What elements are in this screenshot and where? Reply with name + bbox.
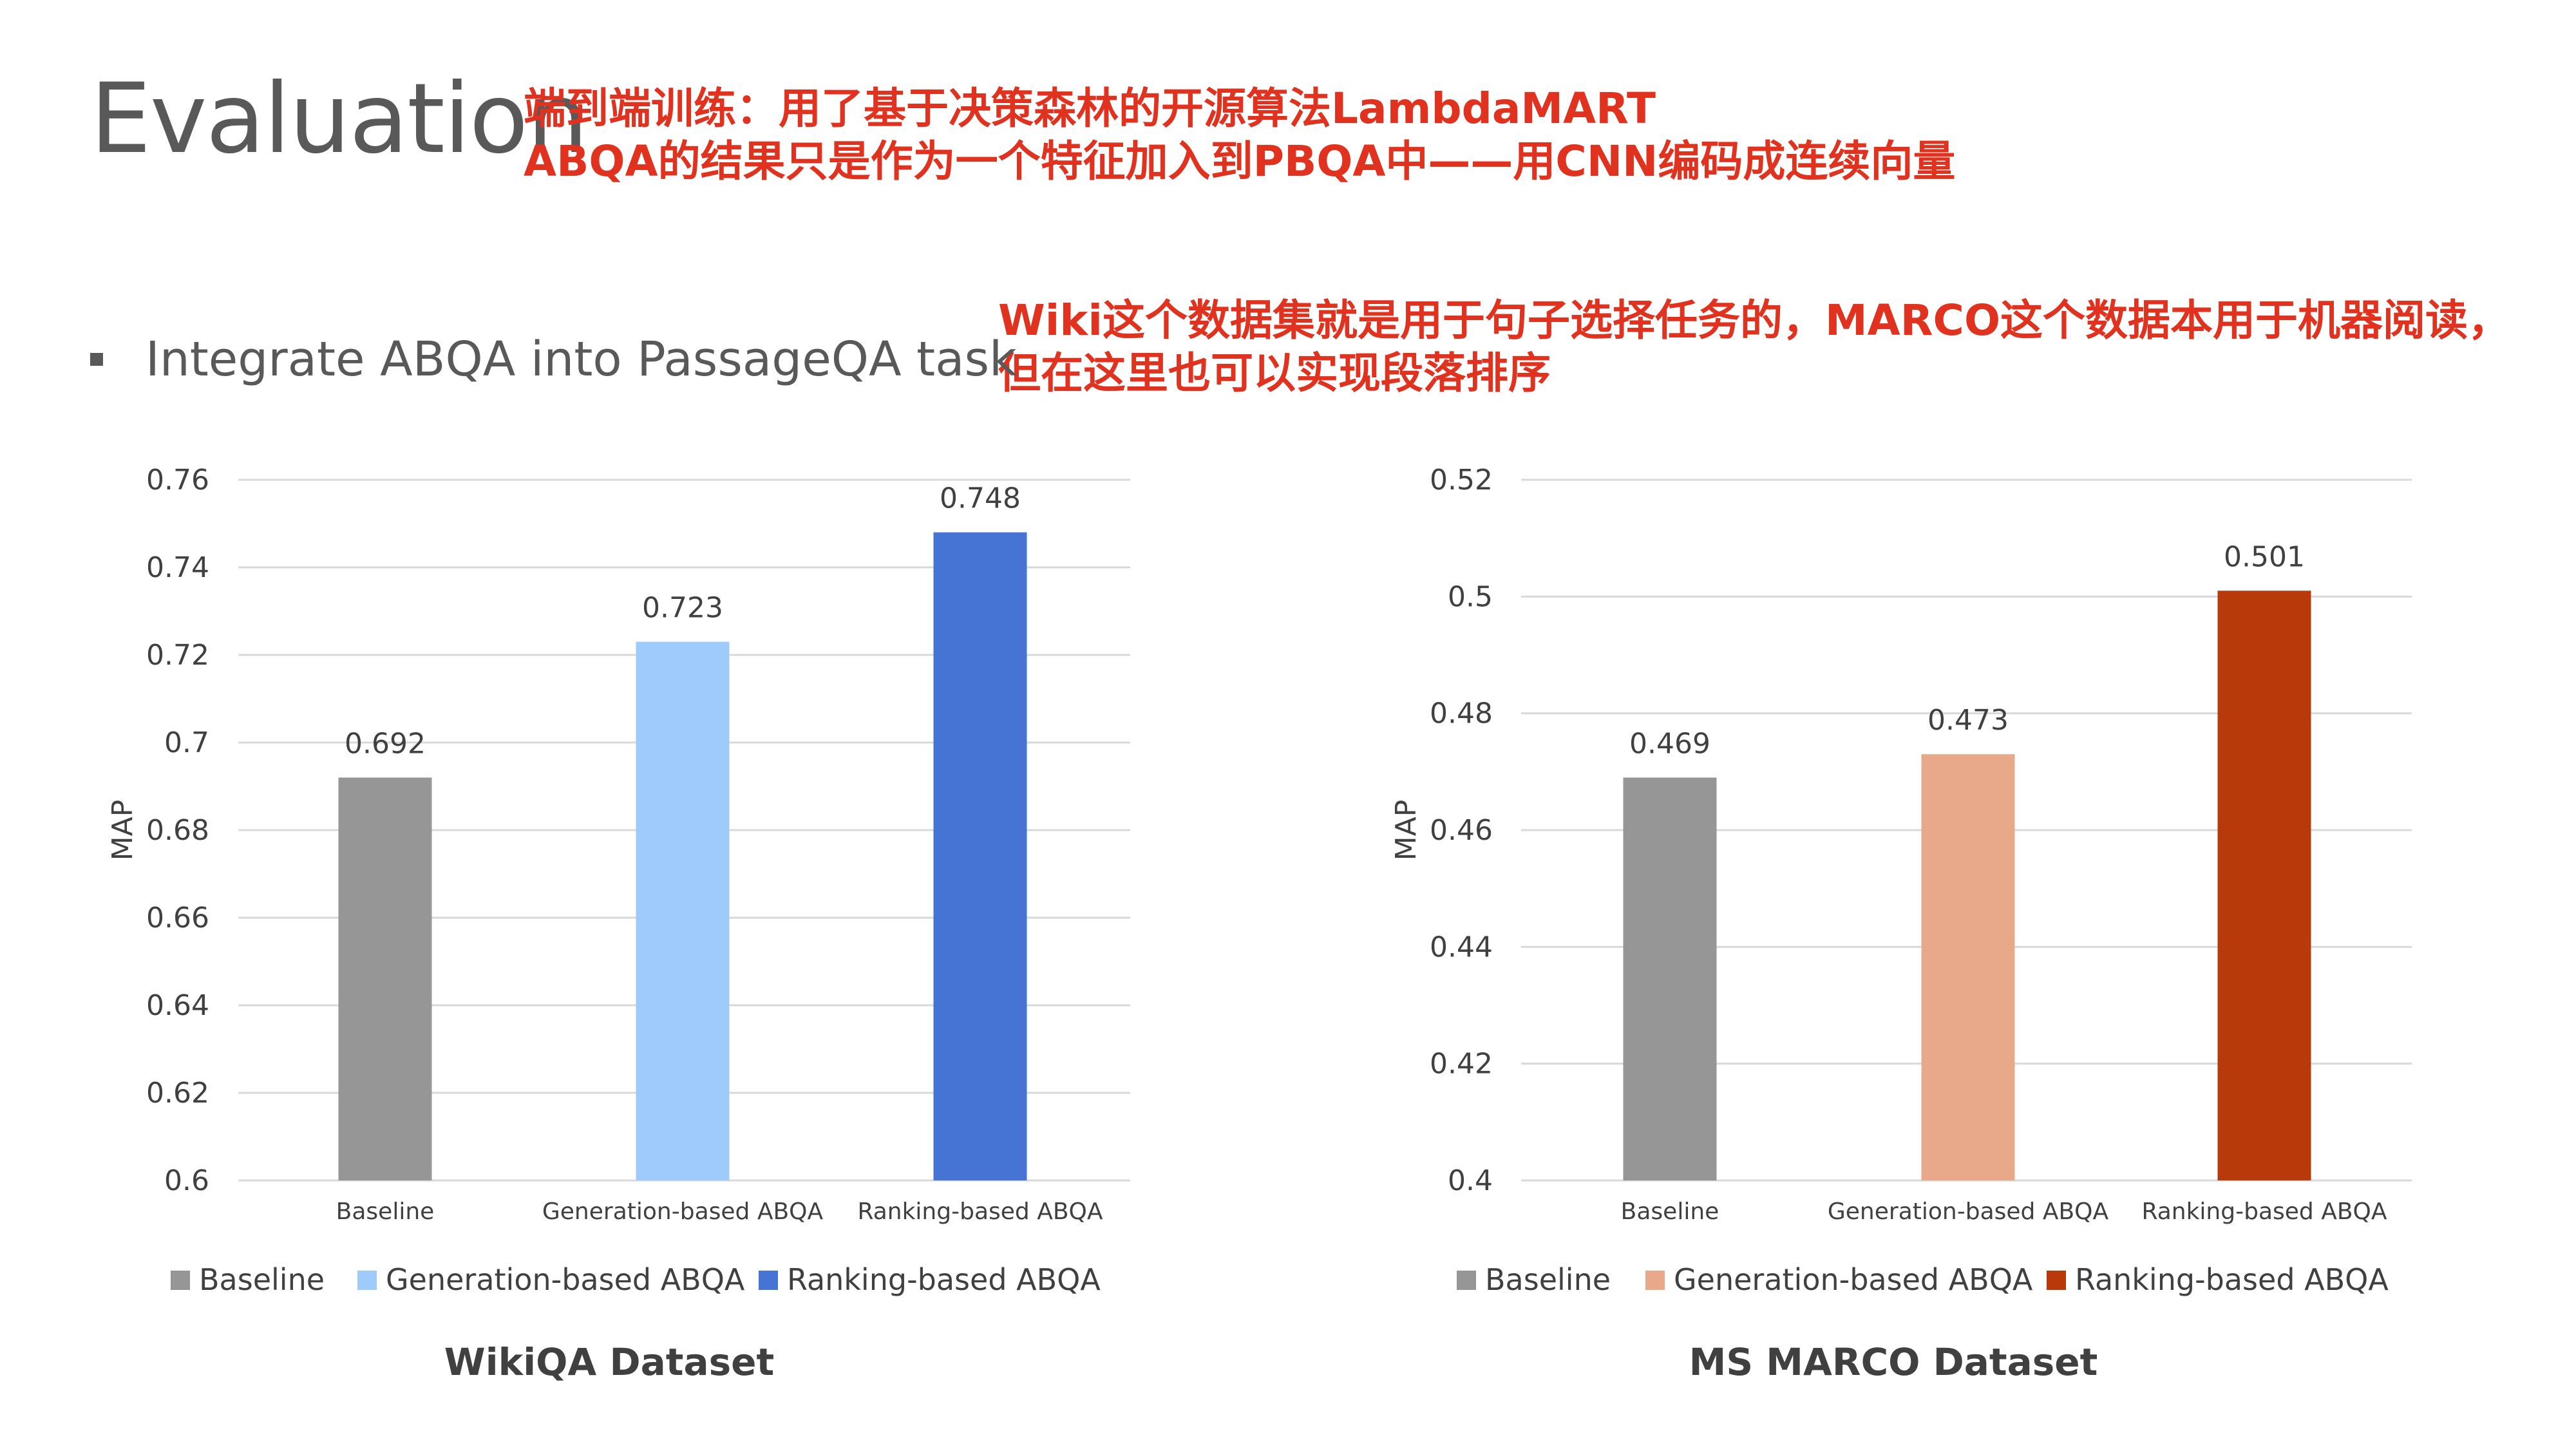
- chart2-legend-label-1: Baseline: [1485, 1262, 1611, 1297]
- chart2-category-label-3: Ranking-based ABQA: [2141, 1198, 2387, 1225]
- chart2-bar-1: [1623, 777, 1717, 1180]
- annotation-mid: Wiki这个数据集就是用于句子选择任务的，MARCO这个数据本用于机器阅读， 但…: [998, 294, 2510, 400]
- chart2-bar-3: [2217, 591, 2311, 1180]
- chart2-data-label-1: 0.469: [1629, 727, 1710, 760]
- chart1-legend-label-1: Baseline: [199, 1262, 325, 1297]
- chart1-category-label-3: Ranking-based ABQA: [857, 1198, 1103, 1225]
- chart1-category-label-2: Generation-based ABQA: [542, 1198, 824, 1225]
- chart2-legend-label-3: Ranking-based ABQA: [2075, 1262, 2389, 1297]
- chart2-y-tick-label: 0.42: [1430, 1048, 1493, 1081]
- chart2-data-label-3: 0.501: [2224, 540, 2305, 573]
- chart2-legend-swatch-2: [1645, 1271, 1665, 1290]
- bullet-text: Integrate ABQA into PassageQA task: [146, 332, 1017, 387]
- chart2-bar-2: [1921, 754, 2015, 1180]
- chart1-bar-1: [338, 777, 432, 1180]
- chart2-legend-swatch-1: [1457, 1271, 1476, 1290]
- chart1-y-tick-label: 0.62: [146, 1077, 209, 1110]
- chart2-title: MS MARCO Dataset: [1689, 1340, 2098, 1384]
- chart1-y-tick-label: 0.74: [146, 551, 209, 584]
- annotation-mid-line-2: 但在这里也可以实现段落排序: [998, 348, 1551, 398]
- chart2-y-axis-label: MAP: [1390, 800, 1423, 861]
- chart1-category-label-1: Baseline: [336, 1198, 435, 1225]
- chart1-bar-2: [636, 641, 730, 1180]
- chart2-y-tick-label: 0.52: [1430, 464, 1493, 497]
- chart1-legend-label-2: Generation-based ABQA: [386, 1262, 745, 1297]
- chart1-bar-3: [933, 532, 1027, 1180]
- chart1-data-label-3: 0.748: [940, 482, 1021, 515]
- chart2-y-tick-label: 0.44: [1430, 931, 1493, 963]
- slide-title: Evaluation: [90, 63, 588, 175]
- annotation-top-line-1: 端到端训练：用了基于决策森林的开源算法LambdaMART: [524, 84, 1656, 133]
- chart1-y-tick-label: 0.7: [164, 726, 209, 759]
- chart1-legend-swatch-3: [759, 1271, 778, 1290]
- chart2-y-tick-label: 0.4: [1448, 1164, 1493, 1197]
- chart2-data-label-2: 0.473: [1927, 704, 2009, 737]
- chart2-legend-label-2: Generation-based ABQA: [1674, 1262, 2033, 1297]
- chart1-y-tick-label: 0.64: [146, 989, 209, 1022]
- annotation-mid-line-1: Wiki这个数据集就是用于句子选择任务的，MARCO这个数据本用于机器阅读，: [998, 296, 2511, 345]
- chart2-legend-swatch-3: [2047, 1271, 2066, 1290]
- chart1-y-tick-label: 0.68: [146, 814, 209, 847]
- chart1-data-label-2: 0.723: [642, 592, 723, 625]
- bullet-square-icon: [90, 353, 103, 366]
- chart2-y-tick-label: 0.48: [1430, 697, 1493, 730]
- chart1-y-axis-label: MAP: [106, 800, 139, 861]
- chart2-category-label-2: Generation-based ABQA: [1828, 1198, 2109, 1225]
- chart2-y-tick-label: 0.5: [1448, 580, 1493, 613]
- chart1-legend-swatch-1: [171, 1271, 190, 1290]
- chart1-y-tick-label: 0.66: [146, 902, 209, 934]
- chart1-data-label-1: 0.692: [345, 727, 426, 760]
- bullet-point: Integrate ABQA into PassageQA task: [90, 332, 1017, 387]
- annotation-top-line-2: ABQA的结果只是作为一个特征加入到PBQA中——用CNN编码成连续向量: [524, 137, 1956, 186]
- chart1-y-tick-label: 0.6: [164, 1164, 209, 1197]
- chart1-title: WikiQA Dataset: [444, 1340, 774, 1384]
- chart1-legend-swatch-2: [357, 1271, 377, 1290]
- chart1-y-tick-label: 0.72: [146, 639, 209, 672]
- chart1-legend-label-3: Ranking-based ABQA: [787, 1262, 1101, 1297]
- chart2-category-label-1: Baseline: [1621, 1198, 1719, 1225]
- chart2-y-tick-label: 0.46: [1430, 814, 1493, 847]
- annotation-top: 端到端训练：用了基于决策森林的开源算法LambdaMART ABQA的结果只是作…: [524, 82, 1955, 188]
- chart1-y-tick-label: 0.76: [146, 464, 209, 497]
